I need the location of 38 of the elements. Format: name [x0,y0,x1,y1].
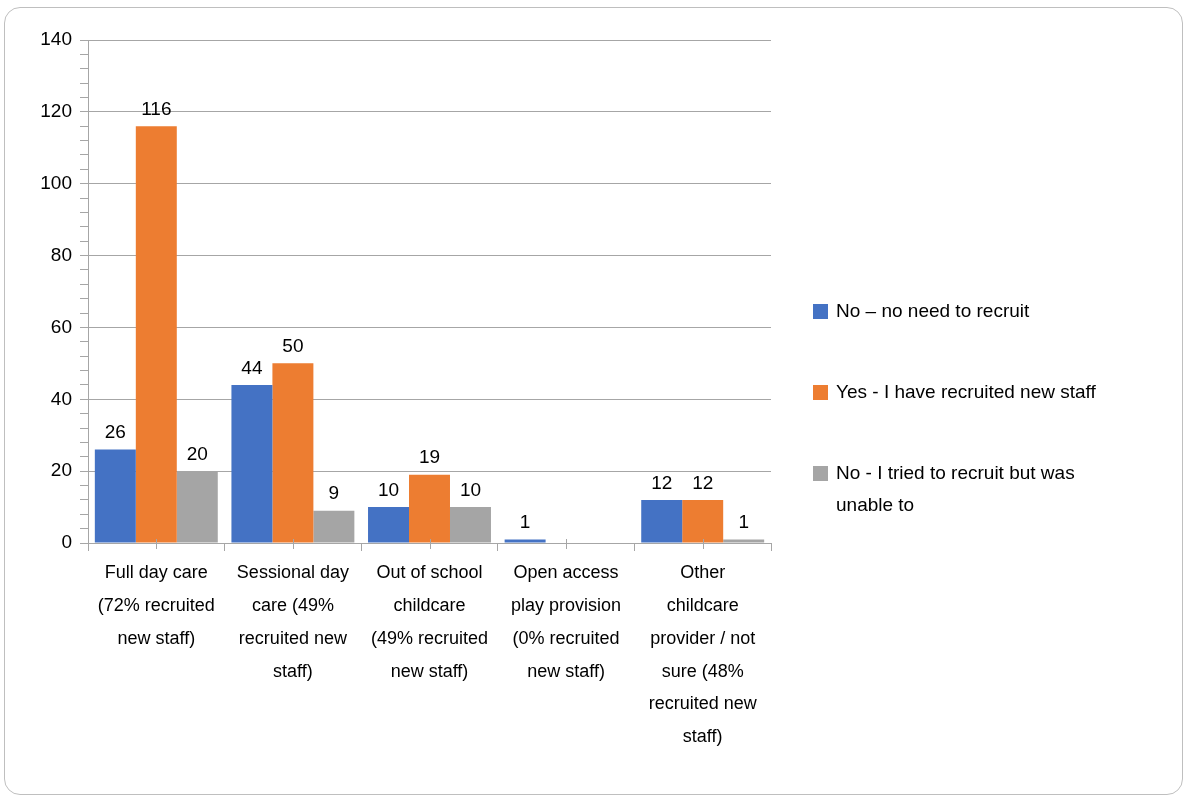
y-tick-label: 60 [50,315,72,337]
bar [368,507,410,543]
data-label: 1 [519,511,531,533]
data-label: 12 [692,471,714,493]
data-label: 9 [328,482,340,504]
bar [682,499,724,543]
data-label: 44 [241,356,263,378]
data-label: 116 [141,97,172,119]
bar [504,539,546,543]
x-tick-label: Other childcare provider / not sure (48% recruited new staff) [648,562,758,747]
y-tick-label: 100 [40,171,72,193]
y-tick-label: 120 [40,100,72,122]
y-tick-label: 20 [50,459,72,481]
data-label: 26 [104,421,126,443]
data-label: 1 [738,511,749,533]
bar [641,499,683,543]
x-tick-label: Full day care (72% recruited new staff) [97,562,215,648]
y-tick-label: 80 [50,243,72,265]
bar [231,384,273,543]
data-label: 19 [418,446,441,468]
data-label: 20 [186,442,208,464]
data-label: 12 [651,471,673,493]
x-tick-label: Open access play provision (0% recruited new staff) [511,562,622,681]
bar [94,449,136,543]
legend-label: No - I tried to recruit but was unable to [836,461,1076,517]
y-tick-label: 140 [40,28,72,50]
data-label: 50 [282,335,304,357]
bar [272,363,314,543]
bar [409,474,450,543]
x-tick-label: Sessional day care (49% recruited new staff) [236,562,349,681]
legend-label: No – no need to recruit [836,299,1030,323]
data-label: 10 [377,478,400,500]
x-tick-label: Out of school childcare (49% recruited new staff) [370,562,489,681]
y-tick-label: 40 [50,387,72,409]
data-label: 10 [459,478,482,500]
bar [135,126,177,543]
legend-label: Yes - I have recruited new staff [836,380,1096,404]
y-tick-label: 0 [61,531,72,553]
